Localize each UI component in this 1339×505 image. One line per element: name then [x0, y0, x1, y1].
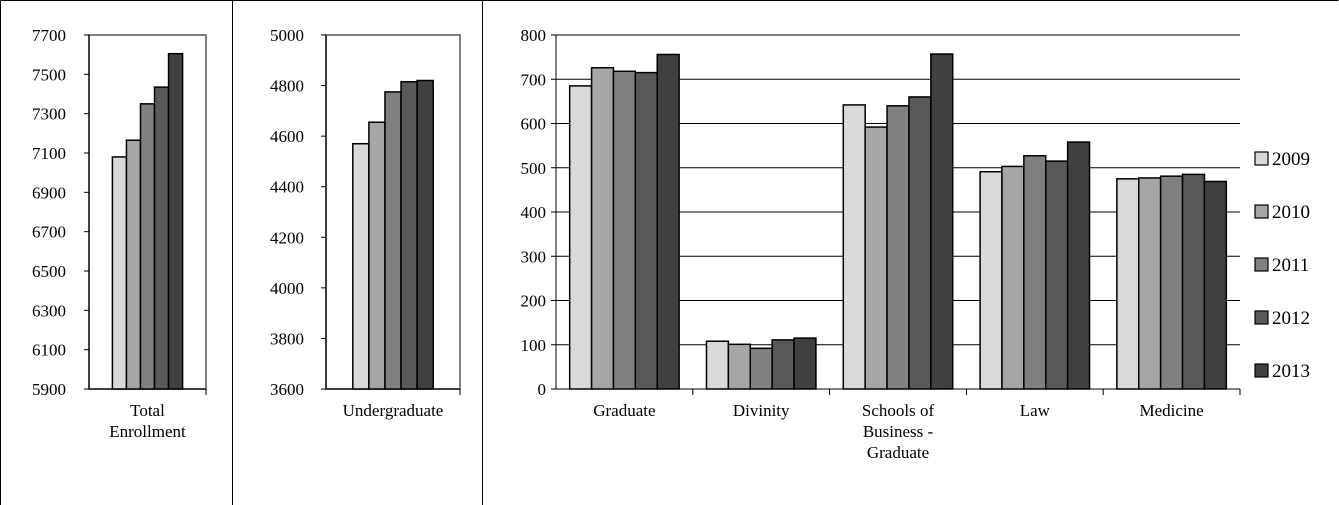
y-tick-label: 5900: [32, 380, 66, 399]
chart-professional-schools: 0 100 200 300 400 500 600 700 800 Graduate Divinit…: [521, 26, 1241, 462]
bar: [908, 96, 932, 390]
x-tick-label: Law: [1020, 401, 1051, 420]
legend-item: 2011: [1254, 255, 1309, 276]
bar: [793, 337, 817, 390]
x-tick-label: Graduate: [593, 401, 655, 420]
legend-swatch: [1254, 204, 1269, 219]
legend-label: 2010: [1272, 202, 1310, 223]
bar: [384, 91, 402, 390]
y-tick-label: 7300: [32, 105, 66, 124]
bar: [590, 66, 615, 390]
legend-swatch: [1254, 363, 1269, 378]
y-tick-label: 4000: [270, 279, 304, 298]
y-tick-label: 0: [538, 380, 547, 399]
x-tick-label: Total: [130, 401, 165, 420]
bar: [1066, 141, 1091, 390]
x-tick-label: Enrollment: [109, 422, 186, 441]
x-tick-label: Medicine: [1139, 401, 1203, 420]
y-tick-label: 6100: [32, 341, 66, 360]
bar: [111, 156, 128, 390]
legend-label: 2011: [1272, 255, 1309, 276]
bar: [842, 104, 866, 390]
bar: [400, 81, 418, 390]
x-tick-label: Business -: [863, 422, 934, 441]
bar: [1203, 180, 1228, 390]
y-tick-label: 800: [521, 26, 547, 45]
y-tick-label: 500: [521, 159, 547, 178]
y-tick-label: 3600: [270, 380, 304, 399]
y-tick-label: 400: [521, 203, 547, 222]
y-tick-label: 6700: [32, 223, 66, 242]
y-tick-label: 6900: [32, 183, 66, 202]
bar: [705, 340, 730, 390]
bar: [1116, 178, 1140, 390]
chart-undergraduate: 3600 3800 4000 4200 4400 4600 4800 5000 Undergra…: [270, 26, 461, 420]
chart-total-enrollment: 5900 6100 6300 6500 6700 6900 7100 7300 7500 7700…: [32, 26, 207, 441]
bar: [568, 85, 593, 390]
legend-item: 2013: [1254, 361, 1310, 382]
legend-item: 2009: [1254, 149, 1310, 170]
bar: [612, 70, 637, 390]
y-tick-label: 100: [521, 336, 547, 355]
y-tick-label: 4600: [270, 127, 304, 146]
legend-swatch: [1254, 151, 1269, 166]
x-tick-label: Undergraduate: [343, 401, 444, 420]
legend-swatch: [1254, 310, 1269, 325]
bar: [930, 53, 954, 390]
bar: [416, 79, 434, 390]
bar: [1138, 177, 1162, 390]
bar: [749, 347, 773, 390]
y-tick-label: 600: [521, 115, 547, 134]
x-tick-label: Schools of: [862, 401, 935, 420]
bar: [153, 86, 170, 390]
y-tick-label: 4200: [270, 228, 304, 247]
bar: [886, 105, 910, 390]
y-tick-label: 700: [521, 70, 547, 89]
bar: [352, 142, 370, 390]
legend-item: 2012: [1254, 308, 1310, 329]
legend-label: 2012: [1272, 308, 1310, 329]
y-tick-label: 7500: [32, 65, 66, 84]
bar: [634, 71, 658, 390]
x-tick-label: Graduate: [867, 443, 929, 462]
bar: [167, 52, 184, 390]
legend-item: 2010: [1254, 202, 1310, 223]
y-tick-label: 6500: [32, 262, 66, 281]
legend: 2009 2010 2011 2012 2013: [1254, 149, 1310, 382]
bar: [125, 139, 142, 390]
bar: [656, 53, 680, 390]
bar: [1044, 160, 1069, 390]
y-tick-label: 3800: [270, 329, 304, 348]
y-tick-label: 6300: [32, 301, 66, 320]
bar: [1159, 175, 1184, 390]
legend-label: 2013: [1272, 361, 1310, 382]
y-tick-label: 4400: [270, 178, 304, 197]
bar: [368, 121, 386, 390]
y-tick-label: 200: [521, 292, 547, 311]
x-tick-label: Divinity: [733, 401, 790, 420]
y-tick-label: 7100: [32, 144, 66, 163]
y-tick-label: 4800: [270, 77, 304, 96]
bar: [771, 339, 795, 390]
y-tick-label: 7700: [32, 26, 66, 45]
bar: [864, 126, 888, 390]
bar: [1181, 173, 1206, 390]
bar: [727, 343, 752, 390]
bar: [979, 170, 1003, 390]
legend-label: 2009: [1272, 149, 1310, 170]
bar: [139, 103, 156, 390]
y-tick-label: 300: [521, 247, 547, 266]
legend-swatch: [1254, 257, 1269, 272]
bar: [1023, 155, 1047, 390]
y-tick-label: 5000: [270, 26, 304, 45]
bar: [1001, 165, 1025, 390]
